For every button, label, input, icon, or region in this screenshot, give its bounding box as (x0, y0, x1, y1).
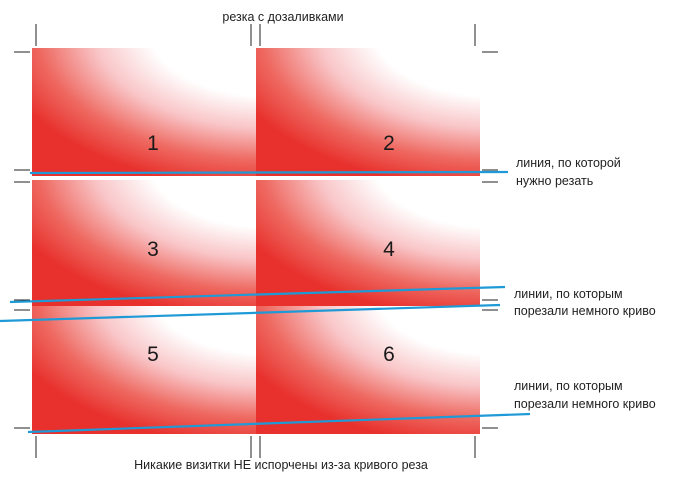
annotation-crooked-line-2: линии, по которым порезали немного криво (514, 379, 656, 411)
diagram-footer: Никакие визитки НЕ испорчены из-за криво… (134, 458, 428, 472)
crooked-cut-line-1 (9, 285, 506, 304)
card-1 (32, 48, 256, 176)
annotation-line-1: линия, по которой (516, 156, 621, 170)
card-4 (256, 180, 480, 306)
annotation-line-1: линии, по которым (514, 287, 623, 301)
card-grid (32, 48, 480, 434)
annotation-line-2: нужно резать (516, 174, 593, 188)
card-6 (256, 306, 480, 434)
crooked-cut-line-2 (0, 303, 501, 323)
annotation-correct-line: линия, по которой нужно резать (516, 156, 621, 188)
card-number-4: 4 (383, 238, 395, 261)
annotation-line-2: порезали немного криво (514, 304, 656, 318)
correct-cut-line (29, 170, 509, 175)
annotation-line-2: порезали немного криво (514, 397, 656, 411)
card-number-2: 2 (383, 132, 395, 155)
annotation-line-1: линии, по которым (514, 379, 623, 393)
card-numbers: 1 2 3 4 5 6 (147, 132, 395, 366)
crooked-cut-line-3 (27, 412, 531, 434)
card-number-6: 6 (383, 343, 395, 366)
card-number-3: 3 (147, 238, 159, 261)
crop-marks (14, 24, 498, 458)
card-5 (32, 306, 256, 434)
cut-lines (0, 170, 531, 434)
card-2 (256, 48, 480, 176)
card-3 (32, 180, 256, 306)
annotation-crooked-line-1: линии, по которым порезали немного криво (514, 287, 656, 318)
card-number-1: 1 (147, 132, 159, 155)
diagram-title: резка с дозаливками (222, 10, 343, 24)
card-number-5: 5 (147, 343, 159, 366)
